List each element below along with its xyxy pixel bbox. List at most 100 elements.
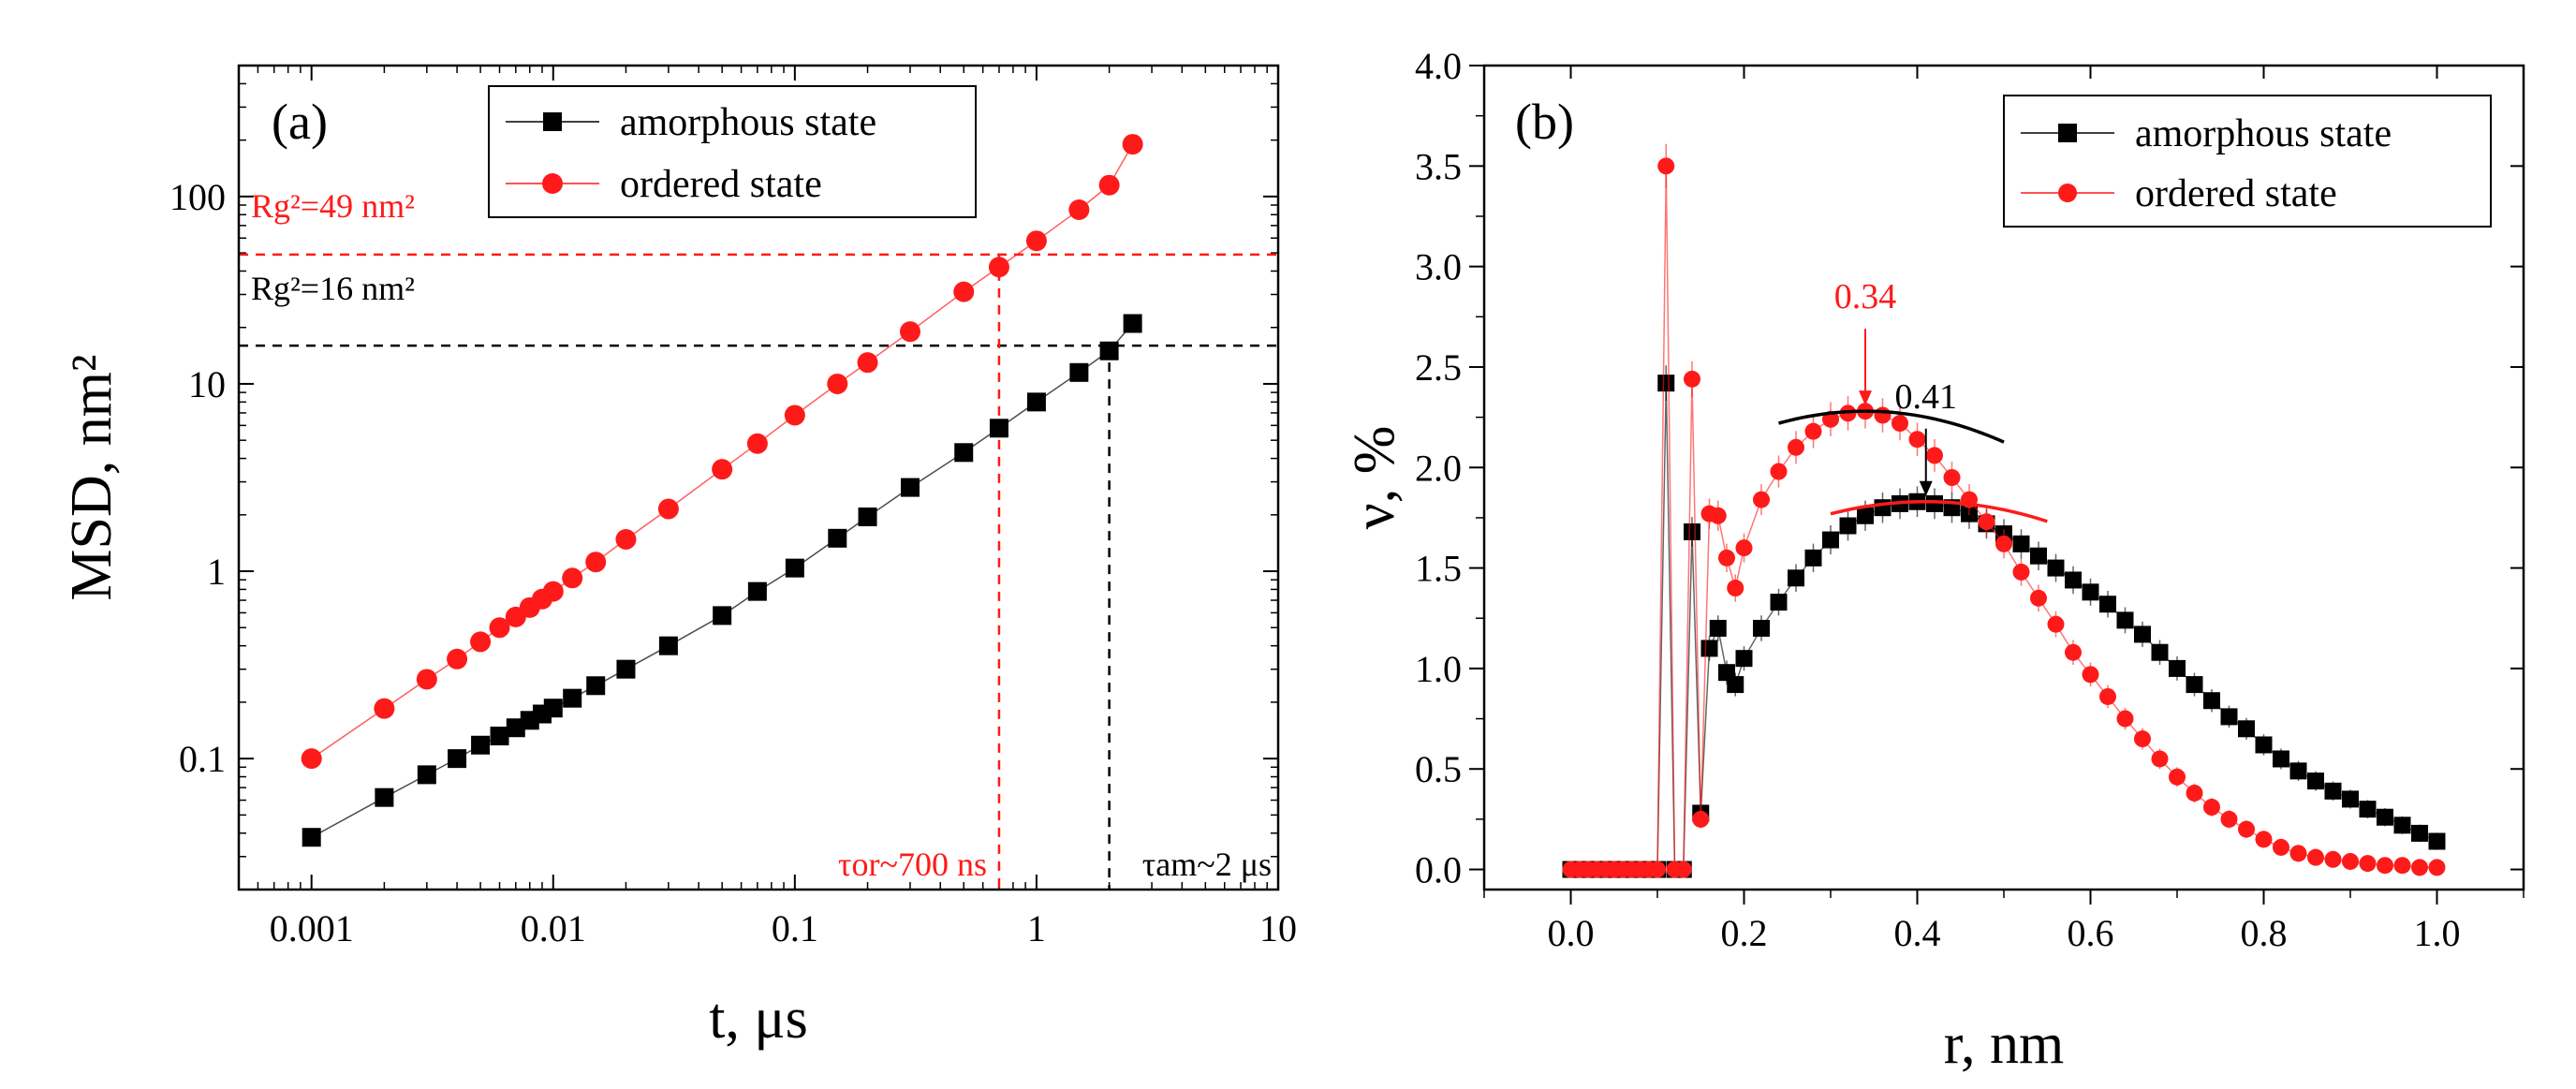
b-point-ordered bbox=[2289, 845, 2307, 862]
b-point-ordered bbox=[2134, 730, 2151, 748]
legend-b-amorphous-label: amorphous state bbox=[2135, 112, 2392, 155]
a-xtick-label: 0.1 bbox=[772, 907, 818, 949]
a-point-amorphous bbox=[658, 636, 678, 655]
legend-b-amorphous-marker bbox=[2058, 124, 2077, 142]
b-point-ordered bbox=[2203, 799, 2220, 816]
b-point-ordered bbox=[1892, 415, 1908, 433]
b-point-ordered bbox=[2393, 857, 2411, 875]
a-point-amorphous bbox=[448, 749, 467, 769]
ref-label-tau-or: τor~700 ns bbox=[838, 846, 987, 883]
b-point-ordered bbox=[2116, 710, 2134, 728]
b-point-amorphous bbox=[2203, 692, 2220, 710]
b-annotation-label-0: 0.34 bbox=[1834, 277, 1897, 316]
panel-a-legend: amorphous state ordered state bbox=[488, 85, 977, 218]
a-point-amorphous bbox=[747, 581, 767, 601]
a-point-ordered bbox=[784, 405, 805, 426]
ref-label-tau-am: τam~2 μs bbox=[1142, 846, 1272, 883]
b-point-ordered bbox=[2324, 850, 2342, 868]
b-point-amorphous bbox=[2082, 583, 2099, 601]
b-ytick-label: 0.0 bbox=[1415, 849, 1462, 891]
panel-a-y-axis-title: MSD, nm² bbox=[60, 354, 124, 600]
panel-b-fit-curves bbox=[1778, 409, 2048, 523]
b-point-ordered bbox=[2428, 859, 2446, 876]
a-point-ordered bbox=[857, 352, 878, 374]
b-point-amorphous bbox=[2047, 559, 2065, 577]
b-fit-curve-0 bbox=[1778, 409, 2005, 444]
b-point-ordered bbox=[2082, 666, 2099, 684]
a-point-ordered bbox=[1098, 174, 1120, 196]
a-series-line-amorphous bbox=[311, 323, 1134, 838]
b-point-amorphous bbox=[2116, 611, 2134, 629]
a-point-ordered bbox=[301, 748, 322, 770]
a-point-amorphous bbox=[713, 606, 732, 625]
b-xtick-label: 0.2 bbox=[1721, 912, 1768, 954]
b-point-amorphous bbox=[2134, 625, 2151, 643]
b-ytick-label: 1.5 bbox=[1415, 548, 1462, 590]
panel-a-reference-lines bbox=[239, 253, 1278, 890]
a-series-line-ordered bbox=[311, 143, 1134, 759]
b-point-amorphous bbox=[1788, 569, 1804, 587]
panel-b-legend: amorphous state ordered state bbox=[2003, 95, 2492, 228]
a-point-ordered bbox=[489, 617, 510, 639]
b-point-ordered bbox=[1978, 513, 1995, 531]
b-point-amorphous bbox=[1700, 640, 1718, 657]
panel-b-label: (b) bbox=[1515, 94, 1574, 150]
b-xtick-label: 0.4 bbox=[1894, 912, 1941, 954]
b-ytick-label: 0.5 bbox=[1415, 748, 1462, 790]
a-point-ordered bbox=[542, 581, 564, 602]
b-point-amorphous bbox=[2169, 659, 2186, 677]
b-point-ordered bbox=[1804, 422, 1822, 440]
b-point-ordered bbox=[2047, 615, 2065, 633]
b-point-amorphous bbox=[2186, 676, 2203, 694]
b-point-ordered bbox=[1684, 370, 1700, 388]
a-point-amorphous bbox=[785, 558, 804, 578]
b-point-amorphous bbox=[2324, 782, 2342, 800]
b-point-amorphous bbox=[1684, 522, 1700, 540]
b-point-amorphous bbox=[2411, 824, 2428, 842]
b-point-ordered bbox=[1657, 157, 1675, 175]
legend-b-ordered-label: ordered state bbox=[2135, 172, 2337, 215]
b-ytick-label: 3.0 bbox=[1415, 246, 1462, 288]
panel-a-frame bbox=[237, 64, 1280, 891]
b-point-ordered bbox=[2099, 687, 2116, 705]
legend-a-amorphous-marker bbox=[543, 112, 562, 131]
b-point-ordered bbox=[2220, 810, 2238, 828]
a-point-ordered bbox=[988, 257, 1009, 278]
b-point-ordered bbox=[1718, 549, 1735, 567]
a-xtick-label: 10 bbox=[1259, 907, 1297, 949]
a-xtick-label: 0.001 bbox=[270, 907, 354, 949]
b-point-amorphous bbox=[2238, 720, 2255, 738]
b-point-ordered bbox=[1943, 469, 1961, 486]
b-point-ordered bbox=[1753, 491, 1770, 508]
a-point-amorphous bbox=[490, 727, 509, 746]
a-point-amorphous bbox=[616, 659, 636, 679]
a-point-ordered bbox=[1122, 134, 1143, 155]
b-point-ordered bbox=[1735, 539, 1753, 557]
b-point-amorphous bbox=[1804, 549, 1822, 567]
a-point-amorphous bbox=[1026, 392, 1046, 412]
b-point-amorphous bbox=[1839, 517, 1857, 535]
a-point-amorphous bbox=[1069, 362, 1089, 382]
b-annotation-arrowhead-0 bbox=[1859, 390, 1872, 406]
panel-b: 0.0 0.2 0.4 0.6 0.8 1.0 0.0 0.5 1.0 1.5 2.0 2.5 3.0 3… bbox=[1343, 45, 2525, 1076]
b-point-ordered bbox=[1692, 810, 1710, 828]
a-ytick-label: 1 bbox=[207, 551, 226, 593]
b-point-ordered bbox=[1908, 431, 1926, 449]
panel-a-x-axis-title: t, μs bbox=[709, 987, 808, 1051]
a-point-amorphous bbox=[375, 787, 394, 807]
a-point-ordered bbox=[953, 281, 975, 302]
b-point-ordered bbox=[1770, 463, 1788, 480]
b-point-ordered bbox=[1727, 580, 1744, 597]
b-point-ordered bbox=[2411, 859, 2428, 876]
b-point-amorphous bbox=[1857, 507, 1874, 524]
a-point-ordered bbox=[746, 433, 768, 454]
a-point-amorphous bbox=[989, 419, 1008, 438]
legend-a-ordered-label: ordered state bbox=[620, 163, 822, 206]
b-point-ordered bbox=[2255, 831, 2273, 848]
a-point-ordered bbox=[899, 321, 920, 343]
b-fit-curve-1 bbox=[1830, 500, 2048, 523]
legend-a-amorphous-label: amorphous state bbox=[620, 101, 876, 144]
a-point-amorphous bbox=[543, 699, 563, 718]
ref-label-rg16: Rg²=16 nm² bbox=[251, 270, 415, 307]
